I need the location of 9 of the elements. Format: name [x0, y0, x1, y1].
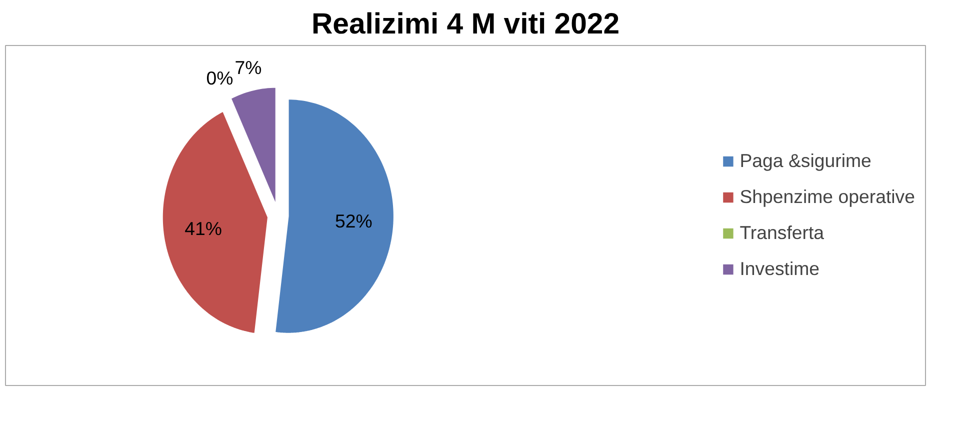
- chart-title: Realizimi 4 M viti 2022: [311, 8, 620, 40]
- legend-label: Investime: [740, 258, 820, 280]
- data-label: 41%: [184, 218, 222, 240]
- data-label: 7%: [234, 56, 262, 78]
- data-label: 52%: [334, 210, 372, 232]
- legend-label: Shpenzime operative: [740, 186, 915, 208]
- text: 0%: [206, 68, 234, 89]
- legend-label: Paga &sigurime: [740, 150, 872, 172]
- legend-label: Transferta: [740, 222, 824, 244]
